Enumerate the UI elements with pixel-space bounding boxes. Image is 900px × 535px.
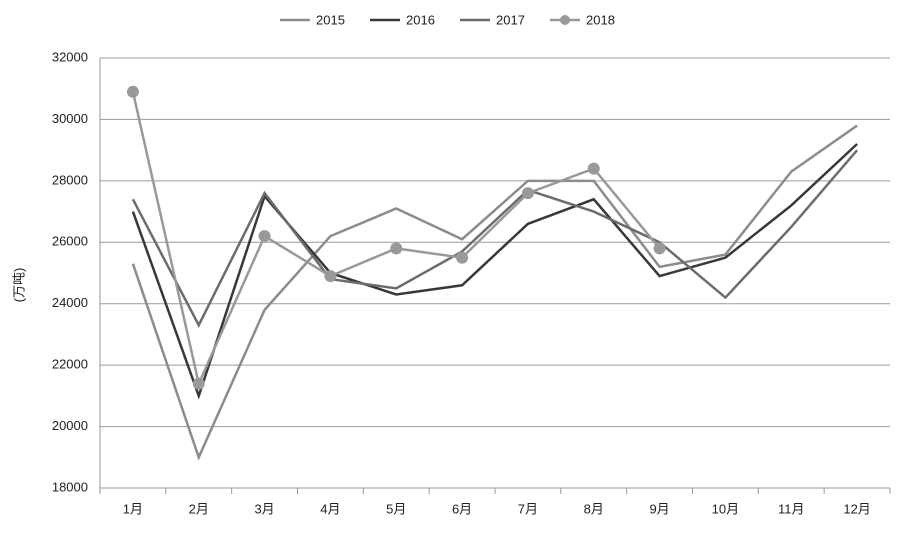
series-line <box>131 91 661 388</box>
series-marker <box>126 85 139 98</box>
x-tick-label: 9月 <box>649 501 669 516</box>
x-tick-label: 6月 <box>452 501 472 516</box>
series-marker <box>390 242 403 255</box>
legend-label: 2015 <box>316 12 345 27</box>
series-marker <box>192 377 205 390</box>
series-marker <box>653 242 666 255</box>
x-tick-label: 1月 <box>123 501 143 516</box>
x-tick-label: 10月 <box>712 501 739 516</box>
series-marker <box>587 162 600 175</box>
series-marker <box>258 230 271 243</box>
x-tick-label: 4月 <box>320 501 340 516</box>
legend-label: 2016 <box>406 12 435 27</box>
y-tick-label: 20000 <box>52 418 88 433</box>
x-tick-label: 8月 <box>584 501 604 516</box>
legend-label: 2018 <box>586 12 615 27</box>
y-tick-label: 24000 <box>52 295 88 310</box>
y-axis-label: (万吨) <box>11 268 26 303</box>
series-line <box>131 149 859 328</box>
series-marker <box>324 270 337 283</box>
y-tick-label: 22000 <box>52 357 88 372</box>
y-tick-label: 18000 <box>52 479 88 494</box>
x-tick-label: 7月 <box>518 501 538 516</box>
series-line <box>131 143 858 400</box>
legend-label: 2017 <box>496 12 525 27</box>
y-tick-label: 32000 <box>52 49 88 64</box>
x-tick-label: 11月 <box>778 501 805 516</box>
x-tick-label: 3月 <box>254 501 274 516</box>
y-tick-label: 30000 <box>52 111 88 126</box>
legend-marker <box>560 15 570 25</box>
series-line <box>131 124 858 461</box>
x-tick-label: 2月 <box>189 501 209 516</box>
y-tick-label: 28000 <box>52 172 88 187</box>
x-tick-label: 12月 <box>843 501 870 516</box>
y-tick-label: 26000 <box>52 234 88 249</box>
x-tick-label: 5月 <box>386 501 406 516</box>
series-marker <box>456 251 469 264</box>
series-marker <box>521 187 534 200</box>
